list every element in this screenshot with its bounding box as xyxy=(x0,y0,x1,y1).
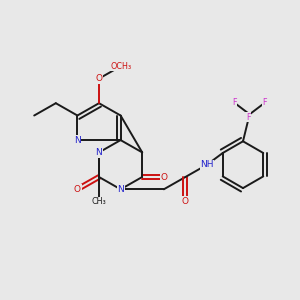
Text: N: N xyxy=(74,136,81,145)
Text: F: F xyxy=(262,98,267,107)
Text: NH: NH xyxy=(200,160,214,169)
Text: OCH₃: OCH₃ xyxy=(110,62,131,71)
Text: O: O xyxy=(74,185,81,194)
Text: F: F xyxy=(232,98,237,107)
Text: N: N xyxy=(96,148,102,157)
Text: O: O xyxy=(95,74,103,83)
Text: F: F xyxy=(246,113,250,122)
Text: CH₃: CH₃ xyxy=(92,197,106,206)
Text: N: N xyxy=(117,185,124,194)
Text: O: O xyxy=(182,197,189,206)
Text: O: O xyxy=(160,172,167,182)
